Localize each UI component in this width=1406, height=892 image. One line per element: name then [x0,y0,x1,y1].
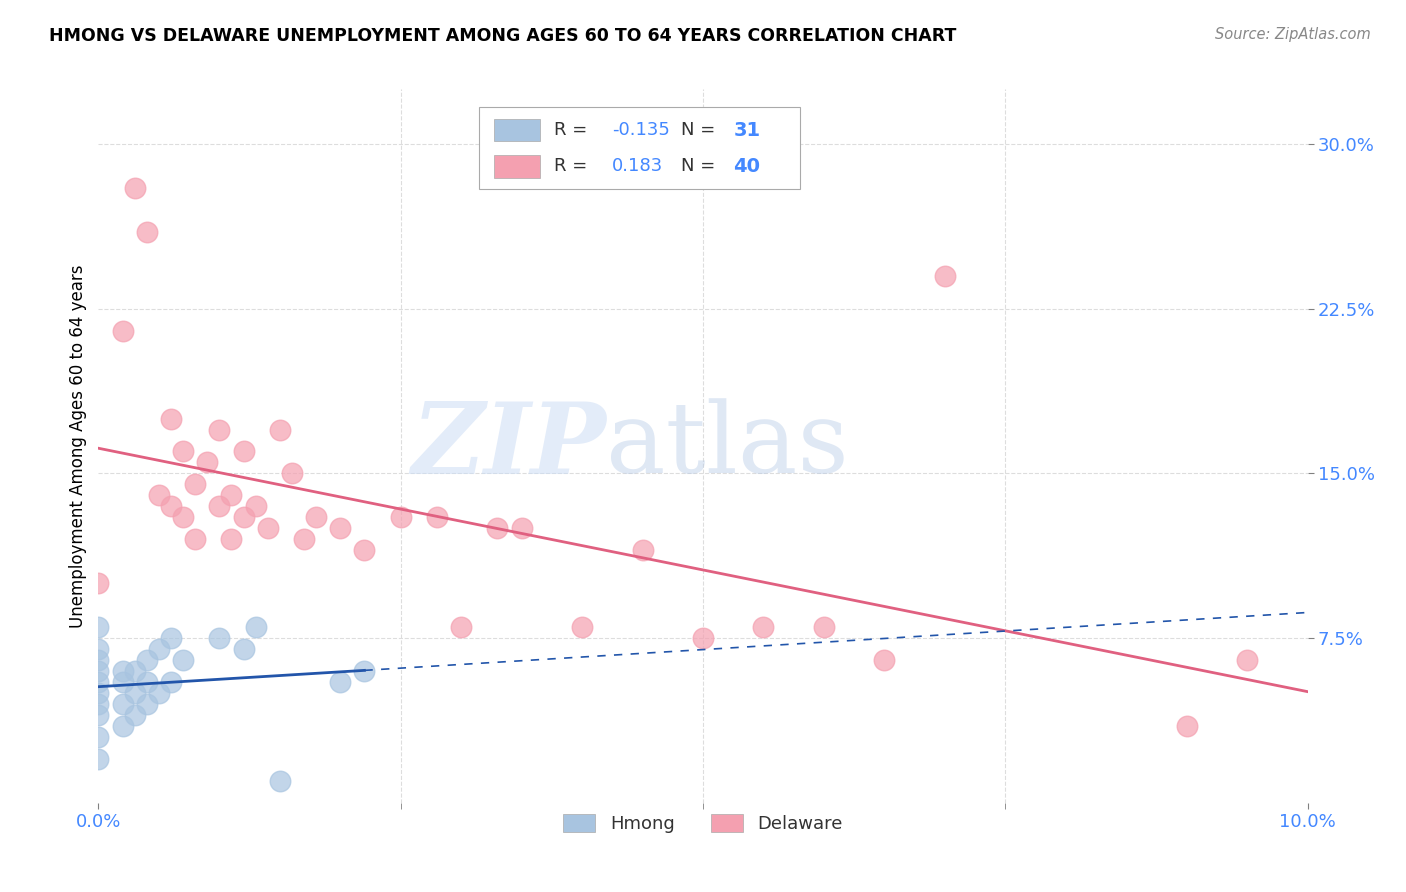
Text: HMONG VS DELAWARE UNEMPLOYMENT AMONG AGES 60 TO 64 YEARS CORRELATION CHART: HMONG VS DELAWARE UNEMPLOYMENT AMONG AGE… [49,27,956,45]
Bar [494,154,540,178]
Point [135,697,157,711]
Point [195,455,218,469]
Text: R =: R = [554,121,593,139]
Text: N =: N = [682,121,721,139]
Bar [479,107,800,189]
Point [148,488,170,502]
Point [135,653,157,667]
Point [813,620,835,634]
Text: 0.183: 0.183 [613,157,664,175]
Point [269,773,291,788]
Point [353,543,375,558]
Text: 40: 40 [734,157,761,176]
Point [221,488,243,502]
Point [135,675,157,690]
Point [87,752,110,766]
Point [269,423,291,437]
Point [752,620,775,634]
Point [450,620,472,634]
Y-axis label: Unemployment Among Ages 60 to 64 years: Unemployment Among Ages 60 to 64 years [69,264,87,628]
Point [160,631,183,645]
Point [934,268,956,283]
Point [148,642,170,657]
Point [111,324,134,338]
Point [172,653,194,667]
Point [389,510,412,524]
Point [208,631,231,645]
Point [87,686,110,700]
Point [87,642,110,657]
Text: ZIP: ZIP [412,398,606,494]
Point [87,730,110,744]
Point [329,521,352,535]
Point [232,444,254,458]
Point [426,510,449,524]
Point [208,500,231,514]
Point [571,620,593,634]
Point [232,510,254,524]
Point [172,444,194,458]
Point [486,521,509,535]
Point [160,411,183,425]
Point [305,510,328,524]
Point [124,664,146,678]
Point [111,675,134,690]
Point [245,500,267,514]
Text: Source: ZipAtlas.com: Source: ZipAtlas.com [1215,27,1371,42]
Point [160,675,183,690]
Point [1236,653,1258,667]
Point [111,719,134,733]
Point [148,686,170,700]
Legend: Hmong, Delaware: Hmong, Delaware [555,806,851,840]
Point [87,664,110,678]
Point [184,533,207,547]
Point [184,477,207,491]
Point [329,675,352,690]
Point [87,697,110,711]
Point [281,467,304,481]
Point [87,675,110,690]
Point [1175,719,1198,733]
Text: R =: R = [554,157,593,175]
Point [631,543,654,558]
Point [124,686,146,700]
Point [221,533,243,547]
Point [160,500,183,514]
Point [208,423,231,437]
Point [873,653,896,667]
Point [87,653,110,667]
Point [111,664,134,678]
Point [172,510,194,524]
Point [124,181,146,195]
Point [353,664,375,678]
Point [111,697,134,711]
Text: atlas: atlas [606,398,849,494]
Point [245,620,267,634]
Point [135,225,157,239]
Point [87,708,110,723]
Point [124,708,146,723]
Point [510,521,533,535]
Point [232,642,254,657]
Point [256,521,278,535]
Point [692,631,714,645]
Point [87,576,110,591]
Text: 31: 31 [734,120,761,139]
Bar [494,119,540,142]
Text: N =: N = [682,157,721,175]
Point [87,620,110,634]
Text: -0.135: -0.135 [613,121,671,139]
Point [292,533,315,547]
